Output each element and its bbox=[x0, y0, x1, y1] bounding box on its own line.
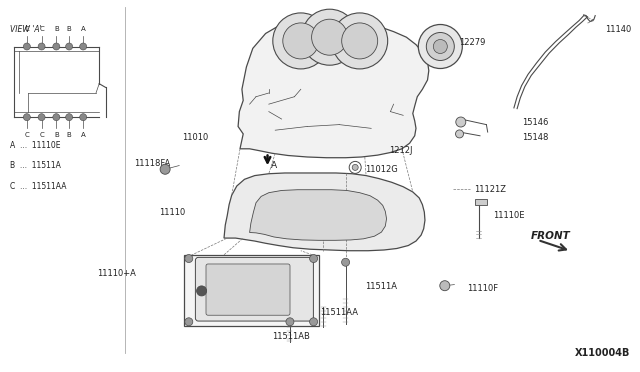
Text: 11110E: 11110E bbox=[493, 211, 524, 220]
Circle shape bbox=[286, 318, 294, 326]
Text: C  ...  11511AA: C ... 11511AA bbox=[10, 182, 66, 190]
Circle shape bbox=[301, 9, 358, 65]
Text: B: B bbox=[67, 132, 72, 138]
FancyBboxPatch shape bbox=[195, 257, 314, 321]
Circle shape bbox=[196, 286, 207, 296]
Circle shape bbox=[66, 114, 72, 121]
Circle shape bbox=[185, 318, 193, 326]
Text: A: A bbox=[271, 161, 277, 170]
Circle shape bbox=[53, 114, 60, 121]
Text: A: A bbox=[81, 132, 86, 138]
Text: C: C bbox=[24, 26, 29, 32]
Circle shape bbox=[312, 19, 348, 55]
Text: C: C bbox=[39, 26, 44, 32]
Circle shape bbox=[283, 23, 319, 59]
Text: VIEW 'A': VIEW 'A' bbox=[10, 25, 42, 34]
Circle shape bbox=[352, 164, 358, 170]
Text: 15146: 15146 bbox=[522, 118, 548, 127]
Circle shape bbox=[332, 13, 388, 69]
Circle shape bbox=[310, 254, 317, 263]
Circle shape bbox=[433, 39, 447, 54]
Text: A: A bbox=[81, 26, 86, 32]
FancyBboxPatch shape bbox=[206, 264, 290, 315]
Text: 11511AA: 11511AA bbox=[320, 308, 358, 317]
Circle shape bbox=[24, 114, 30, 121]
Text: 11140: 11140 bbox=[605, 25, 631, 34]
Text: 11110: 11110 bbox=[159, 208, 186, 217]
Circle shape bbox=[185, 254, 193, 263]
Bar bbox=[186, 286, 314, 324]
Text: 11511AB: 11511AB bbox=[272, 332, 310, 341]
Polygon shape bbox=[250, 190, 387, 240]
Bar bbox=[475, 199, 487, 205]
Circle shape bbox=[38, 114, 45, 121]
Circle shape bbox=[160, 164, 170, 174]
Circle shape bbox=[24, 43, 30, 50]
Text: 12279: 12279 bbox=[460, 38, 486, 47]
Text: C: C bbox=[39, 132, 44, 138]
Text: X110004B: X110004B bbox=[575, 349, 630, 358]
Circle shape bbox=[456, 117, 466, 127]
Circle shape bbox=[273, 13, 329, 69]
Text: FRONT: FRONT bbox=[531, 231, 571, 241]
Circle shape bbox=[53, 43, 60, 50]
Text: 11010: 11010 bbox=[182, 133, 208, 142]
Circle shape bbox=[456, 130, 463, 138]
Text: 11128A: 11128A bbox=[221, 273, 253, 282]
Polygon shape bbox=[238, 19, 429, 158]
Text: C: C bbox=[24, 132, 29, 138]
Text: 11511A: 11511A bbox=[365, 282, 397, 291]
Text: B: B bbox=[54, 26, 59, 32]
Circle shape bbox=[342, 258, 349, 266]
Circle shape bbox=[80, 114, 86, 121]
Text: 15148: 15148 bbox=[522, 133, 548, 142]
Circle shape bbox=[342, 23, 378, 59]
Text: B  ...  11511A: B ... 11511A bbox=[10, 161, 60, 170]
Circle shape bbox=[38, 43, 45, 50]
Text: B: B bbox=[54, 132, 59, 138]
Text: 11110F: 11110F bbox=[467, 284, 499, 293]
Circle shape bbox=[419, 25, 462, 68]
Text: 11110+A: 11110+A bbox=[97, 269, 136, 278]
Text: 11118FA: 11118FA bbox=[134, 159, 171, 168]
Bar bbox=[184, 255, 319, 326]
Circle shape bbox=[426, 32, 454, 61]
Text: 11121Z: 11121Z bbox=[474, 185, 506, 194]
Polygon shape bbox=[224, 173, 425, 251]
Circle shape bbox=[440, 281, 450, 291]
Circle shape bbox=[310, 318, 317, 326]
Text: A  ...  11110E: A ... 11110E bbox=[10, 141, 60, 150]
Circle shape bbox=[80, 43, 86, 50]
Text: 1212J: 1212J bbox=[389, 146, 413, 155]
Circle shape bbox=[66, 43, 72, 50]
Text: B: B bbox=[67, 26, 72, 32]
Text: 1112B: 1112B bbox=[209, 286, 236, 295]
Text: 11012G: 11012G bbox=[365, 165, 397, 174]
